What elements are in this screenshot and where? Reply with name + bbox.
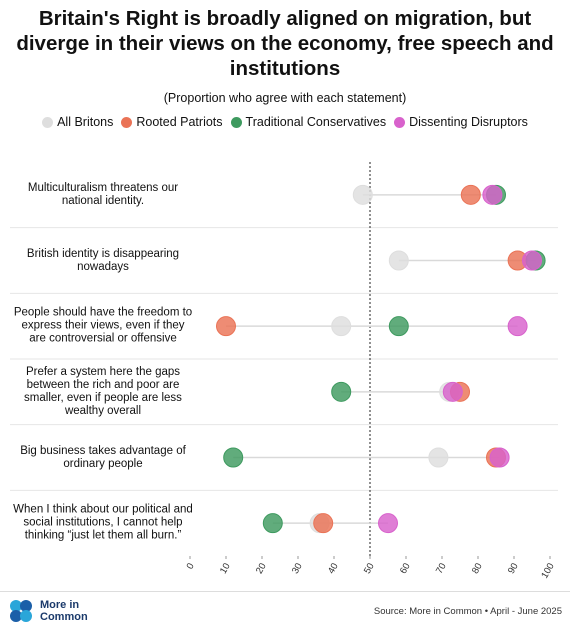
source: Source: More in Common • April - June 20… [373, 606, 562, 617]
legend-label: Rooted Patriots [136, 115, 223, 129]
dot [442, 381, 463, 402]
category-label: When I think about our political and soc… [13, 503, 193, 542]
dot [507, 316, 528, 337]
legend-label: Dissenting Disruptors [409, 115, 528, 129]
x-tick-label: 30 [290, 561, 305, 576]
category-label: Multiculturalism threatens our national … [27, 181, 179, 207]
x-tick-label: 50 [362, 561, 377, 576]
x-tick-label: 90 [506, 561, 521, 576]
footer-divider [0, 591, 570, 592]
category-label: British identity is disappearing nowaday… [26, 247, 180, 273]
x-tick-label: 20 [254, 561, 269, 576]
x-tick-label: 100 [539, 561, 556, 580]
dot [262, 513, 283, 534]
dot [352, 184, 373, 205]
legend-item: Traditional Conservatives [230, 115, 387, 129]
dot [313, 513, 334, 534]
legend-swatch [230, 116, 242, 128]
dot [522, 250, 542, 271]
logo-icon [10, 600, 32, 622]
chart-title: Britain's Right is broadly aligned on mi… [16, 7, 554, 80]
x-tick-label: 60 [398, 561, 413, 576]
x-tick-label: 10 [218, 561, 233, 576]
dot [378, 513, 398, 534]
x-tick-label: 0 [185, 561, 197, 571]
dot [331, 316, 352, 337]
legend-swatch [42, 116, 54, 128]
legend-label: Traditional Conservatives [245, 115, 387, 129]
category-label: Big business takes advantage of ordinary… [20, 444, 186, 470]
dot [388, 250, 409, 271]
legend-label: All Britons [57, 115, 114, 129]
x-tick-label: 40 [326, 561, 341, 576]
logo: More in Common [8, 598, 102, 624]
dot [331, 381, 352, 402]
dot [388, 316, 409, 337]
legend: All Britons Rooted Patriots Traditional Co… [0, 115, 570, 129]
category-label: Prefer a system here the gaps between th… [24, 365, 182, 417]
x-tick-label: 70 [434, 561, 449, 576]
dot [489, 447, 510, 468]
logo-text: More in Common [40, 599, 88, 623]
dot [428, 447, 449, 468]
chart: 0 10 20 30 40 50 60 70 80 90 100 [10, 162, 558, 580]
legend-swatch [394, 116, 406, 128]
category-label: People should have the freedom to expres… [13, 306, 193, 345]
legend-item: Dissenting Disruptors [394, 115, 528, 129]
dot [460, 184, 481, 205]
dot [216, 316, 236, 337]
chart-subtitle: (Proportion who agree with each statemen… [163, 91, 407, 105]
legend-item: Rooted Patriots [121, 115, 223, 129]
legend-swatch [121, 116, 133, 128]
x-tick-label: 80 [470, 561, 485, 576]
legend-item: All Britons [42, 115, 113, 129]
dot [482, 184, 503, 205]
dot [223, 447, 244, 468]
